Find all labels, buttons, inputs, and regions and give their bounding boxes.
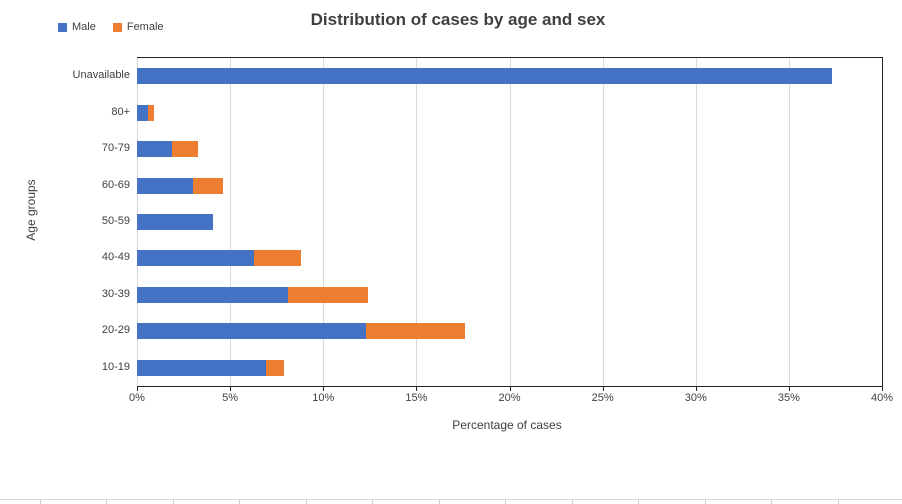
plot-gridline xyxy=(416,58,418,386)
bar-male-30-39 xyxy=(137,286,288,303)
spreadsheet-column-tick xyxy=(438,500,440,504)
bar-male-20-29 xyxy=(137,323,367,340)
plot-gridline xyxy=(509,58,511,386)
chart-legend: Male Female xyxy=(58,21,164,33)
spreadsheet-column-tick xyxy=(837,500,839,504)
spreadsheet-column-tick xyxy=(305,500,307,504)
female-series-swatch-icon xyxy=(112,22,122,32)
x-tick-mark xyxy=(230,386,232,391)
plot-gridline xyxy=(695,58,697,386)
x-tick-label: 40% xyxy=(870,392,894,404)
y-category-label: 60-69 xyxy=(101,178,130,191)
x-tick-mark xyxy=(882,386,883,391)
spreadsheet-gridline xyxy=(0,499,902,500)
x-axis-title: Percentage of cases xyxy=(452,418,562,432)
y-axis-title: Age groups xyxy=(24,179,38,241)
legend-item-male: Male xyxy=(58,21,96,33)
bar-male-10-19 xyxy=(137,359,266,376)
chart-title: Distribution of cases by age and sex xyxy=(310,10,606,29)
spreadsheet-column-tick xyxy=(39,500,41,504)
x-tick-mark xyxy=(509,386,511,391)
y-category-label: 30-39 xyxy=(101,287,130,300)
x-tick-mark xyxy=(695,386,697,391)
plot-gridline xyxy=(323,58,325,386)
legend-item-female: Female xyxy=(112,21,164,33)
bar-female-10-19 xyxy=(265,359,285,376)
y-category-label: 10-19 xyxy=(101,360,130,373)
x-tick-label: 15% xyxy=(405,392,428,404)
x-tick-mark xyxy=(788,386,790,391)
plot-gridline xyxy=(788,58,790,386)
x-tick-mark xyxy=(137,386,138,391)
bar-male-70-79 xyxy=(137,141,173,158)
spreadsheet-column-tick xyxy=(571,500,573,504)
bar-female-20-29 xyxy=(366,323,465,340)
male-series-swatch-icon xyxy=(58,22,67,32)
x-tick-label: 35% xyxy=(777,392,800,404)
spreadsheet-column-tick xyxy=(106,500,107,504)
x-tick-label: 0% xyxy=(129,392,145,404)
bar-female-60-69 xyxy=(192,177,223,194)
bar-male-40-49 xyxy=(137,250,255,267)
x-tick-mark xyxy=(602,386,604,391)
spreadsheet-column-tick xyxy=(771,500,772,504)
bar-female-70-79 xyxy=(172,141,199,158)
bar-female-80- xyxy=(148,104,154,121)
spreadsheet-column-tick xyxy=(372,500,373,504)
x-tick-label: 5% xyxy=(222,392,239,404)
legend-label-female: Female xyxy=(126,21,164,33)
y-category-label: 70-79 xyxy=(101,142,130,155)
y-category-label: Unavailable xyxy=(72,69,130,82)
bar-male-50-59 xyxy=(137,214,214,230)
spreadsheet-column-tick xyxy=(505,500,506,504)
x-tick-label: 10% xyxy=(312,392,335,404)
plot-gridline xyxy=(230,58,232,386)
spreadsheet-column-tick xyxy=(704,500,706,504)
bar-male-60-69 xyxy=(137,177,193,194)
x-tick-label: 30% xyxy=(684,392,707,404)
spreadsheet-column-tick xyxy=(638,500,639,504)
bar-male-80- xyxy=(137,104,149,121)
spreadsheet-column-tick xyxy=(172,500,174,504)
x-tick-label: 20% xyxy=(498,392,521,404)
plot-area xyxy=(137,57,883,387)
plot-gridline xyxy=(602,58,604,386)
legend-label-male: Male xyxy=(72,21,96,33)
x-tick-label: 25% xyxy=(591,392,614,404)
bar-female-40-49 xyxy=(254,250,301,267)
bar-male-unavailable xyxy=(137,68,832,85)
y-category-label: 40-49 xyxy=(101,251,130,264)
y-category-label: 20-29 xyxy=(101,324,130,337)
y-category-label: 80+ xyxy=(111,105,130,118)
y-category-label: 50-59 xyxy=(101,215,130,227)
x-tick-mark xyxy=(323,386,325,391)
x-tick-mark xyxy=(416,386,418,391)
bar-female-30-39 xyxy=(287,286,368,303)
spreadsheet-column-tick xyxy=(239,500,240,504)
